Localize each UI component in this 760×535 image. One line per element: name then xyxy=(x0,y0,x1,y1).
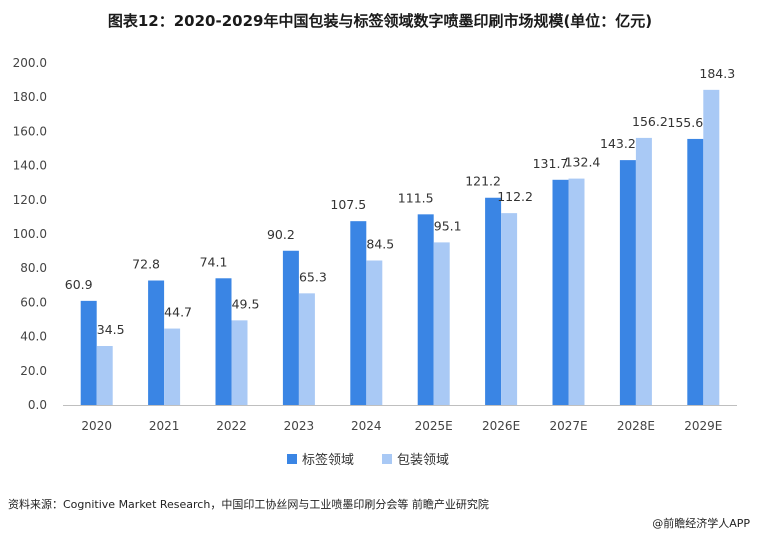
data-label: 156.2 xyxy=(632,114,668,129)
bar-packaging-segment xyxy=(703,89,720,406)
x-tick-label: 2028E xyxy=(617,419,655,433)
y-tick-label: 160.0 xyxy=(13,124,47,138)
y-tick-label: 60.0 xyxy=(20,295,47,309)
x-tick-label: 2021 xyxy=(149,419,180,433)
x-axis: 2020 2021 2022 2023 2024 2025E 2026E 2027E 2028E… xyxy=(63,405,737,433)
chart-title: 图表12：2020-2029年中国包装与标签领域数字喷墨印刷市场规模(单位：亿元… xyxy=(107,12,653,30)
x-tick-label: 2027E xyxy=(549,419,587,433)
data-label: 95.1 xyxy=(434,218,462,233)
data-label: 84.5 xyxy=(366,237,394,252)
bar-label-segment xyxy=(282,250,299,405)
y-tick-label: 200.0 xyxy=(13,56,47,70)
bar-label-segment xyxy=(350,221,367,405)
bar-packaging-segment xyxy=(568,178,585,405)
x-tick-label: 2026E xyxy=(482,419,520,433)
data-label: 112.2 xyxy=(497,189,533,204)
data-label: 60.9 xyxy=(65,277,93,292)
bar-label-segment xyxy=(215,278,232,405)
data-label: 65.3 xyxy=(299,269,327,284)
legend-label: 包装领域 xyxy=(397,453,449,468)
bars xyxy=(80,89,720,406)
data-label: 132.4 xyxy=(565,155,601,170)
bar-packaging-segment xyxy=(501,213,518,405)
x-tick-label: 2024 xyxy=(351,419,382,433)
y-tick-label: 0.0 xyxy=(28,398,47,412)
y-tick-label: 140.0 xyxy=(13,159,47,173)
data-label: 111.5 xyxy=(398,190,434,205)
legend-label: 标签领域 xyxy=(302,452,354,468)
bar-packaging-segment xyxy=(433,242,450,405)
bar-label-segment xyxy=(80,300,97,405)
y-tick-label: 40.0 xyxy=(20,330,47,344)
x-tick-label: 2020 xyxy=(81,419,112,433)
data-label: 44.7 xyxy=(164,305,192,320)
legend-swatch xyxy=(382,454,392,464)
bar-label-segment xyxy=(552,179,569,405)
data-label: 121.2 xyxy=(465,174,501,189)
data-label: 72.8 xyxy=(132,257,160,272)
bar-label-segment xyxy=(148,280,165,405)
bar-label-segment xyxy=(687,138,704,405)
bar-label-segment xyxy=(619,160,636,405)
y-tick-label: 180.0 xyxy=(13,90,47,104)
data-label: 74.1 xyxy=(200,254,228,269)
bar-packaging-segment xyxy=(635,137,652,405)
data-label: 34.5 xyxy=(97,322,125,337)
x-tick-label: 2023 xyxy=(284,419,315,433)
y-tick-label: 100.0 xyxy=(13,227,47,241)
x-tick-label: 2029E xyxy=(684,419,722,433)
data-label: 90.2 xyxy=(267,227,295,242)
bar-chart: 0.0 20.0 40.0 60.0 80.0 100.0 120.0 140.0 160.0 1… xyxy=(13,56,737,468)
y-tick-label: 80.0 xyxy=(20,261,47,275)
bar-packaging-segment xyxy=(231,320,248,405)
bar-packaging-segment xyxy=(164,328,181,405)
legend-swatch xyxy=(287,454,297,464)
data-label: 155.6 xyxy=(667,115,703,130)
source-note: 资料来源：Cognitive Market Research，中国印工协丝网与工… xyxy=(8,498,489,511)
data-label: 143.2 xyxy=(600,136,636,151)
data-label: 49.5 xyxy=(232,296,260,311)
bar-packaging-segment xyxy=(96,346,113,405)
credit-note: @前瞻经济学人APP xyxy=(652,517,750,530)
y-tick-label: 120.0 xyxy=(13,193,47,207)
data-label: 107.5 xyxy=(330,197,366,212)
value-labels: 60.9 34.5 72.8 44.7 74.1 49.5 90.2 65.3 107.5 84.… xyxy=(65,66,735,337)
data-label: 131.7 xyxy=(533,156,569,171)
bar-packaging-segment xyxy=(366,260,383,405)
legend: 标签领域 包装领域 xyxy=(287,452,449,468)
bar-label-segment xyxy=(485,197,502,405)
data-label: 184.3 xyxy=(699,66,735,81)
y-tick-label: 20.0 xyxy=(20,364,47,378)
bar-packaging-segment xyxy=(298,293,315,405)
x-tick-label: 2025E xyxy=(415,419,453,433)
y-axis-ticks: 0.0 20.0 40.0 60.0 80.0 100.0 120.0 140.0 160.0 1… xyxy=(13,56,47,412)
x-tick-label: 2022 xyxy=(216,419,247,433)
bar-label-segment xyxy=(417,214,434,405)
